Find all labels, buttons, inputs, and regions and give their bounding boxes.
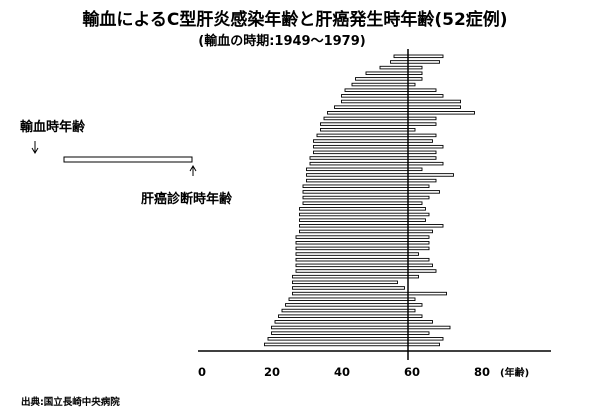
range-bar xyxy=(302,201,423,205)
source-note: 出典:国立長崎中央病院 xyxy=(21,396,120,408)
x-tick-labels: 0 20 40 60 80 xyxy=(198,365,490,379)
range-bar xyxy=(271,331,430,335)
range-bar xyxy=(271,325,451,330)
range-bar xyxy=(302,195,430,200)
range-bar xyxy=(327,111,475,115)
range-bar xyxy=(295,257,430,262)
range-bar xyxy=(292,274,419,279)
range-bar xyxy=(313,150,437,155)
range-bar xyxy=(365,71,423,75)
range-bar xyxy=(320,122,437,126)
range-bar xyxy=(316,133,437,138)
legend-sample-bar xyxy=(63,156,193,163)
legend: 輸血時年齢 肝癌診断時年齢 xyxy=(20,119,233,207)
x-tick-label: 60 xyxy=(404,365,420,379)
x-tick-label: 40 xyxy=(334,365,350,379)
x-axis-unit: (年齢) xyxy=(500,366,529,379)
arrow-up-icon xyxy=(189,165,197,176)
range-bar xyxy=(306,167,423,172)
range-bar xyxy=(281,308,416,313)
range-bar xyxy=(309,161,444,166)
range-bar xyxy=(299,229,433,234)
range-bar xyxy=(390,60,440,64)
range-bar xyxy=(302,190,440,194)
range-bar xyxy=(313,139,433,143)
range-bar xyxy=(295,246,430,251)
range-bar xyxy=(278,314,423,318)
range-bar xyxy=(292,280,398,285)
x-tick-label: 80 xyxy=(474,365,490,379)
range-bar xyxy=(379,65,423,70)
range-bar xyxy=(299,212,430,217)
range-bar xyxy=(299,218,426,222)
range-bar xyxy=(295,252,419,256)
range-bar xyxy=(393,54,444,59)
range-bar xyxy=(355,77,423,81)
range-bar xyxy=(295,240,430,245)
range-bar xyxy=(306,173,454,177)
range-bar xyxy=(264,342,440,347)
range-bar xyxy=(302,184,430,188)
range-bar xyxy=(306,178,437,183)
chart-title: 輸血によるC型肝炎感染年齢と肝癌発生時年齢(52症例) xyxy=(82,9,507,30)
range-bar xyxy=(288,297,416,302)
arrow-down-icon xyxy=(31,141,39,154)
range-bar xyxy=(341,99,461,104)
range-bar xyxy=(267,337,444,341)
range-bar xyxy=(341,94,444,98)
x-tick-label: 20 xyxy=(264,365,280,379)
range-bar xyxy=(292,291,447,296)
range-bar xyxy=(313,144,444,149)
range-bar xyxy=(295,235,430,239)
range-bar xyxy=(292,286,405,290)
bars xyxy=(264,54,475,347)
range-bar xyxy=(351,82,416,87)
range-bar xyxy=(295,269,437,273)
range-bar xyxy=(285,303,423,307)
range-bar xyxy=(299,224,444,228)
range-bar xyxy=(295,263,433,268)
range-bar xyxy=(309,156,437,160)
range-bar xyxy=(344,88,437,92)
x-tick-label: 0 xyxy=(198,365,206,379)
range-bar xyxy=(299,207,426,211)
range-bar xyxy=(320,127,416,132)
legend-label-transfusion-age: 輸血時年齢 xyxy=(20,119,86,135)
legend-label-diagnosis-age: 肝癌診断時年齢 xyxy=(141,191,233,207)
range-bar xyxy=(334,105,461,109)
range-bar xyxy=(323,116,437,121)
chart-subtitle: (輸血の時期:1949〜1979) xyxy=(198,33,365,49)
range-bar xyxy=(274,320,433,324)
